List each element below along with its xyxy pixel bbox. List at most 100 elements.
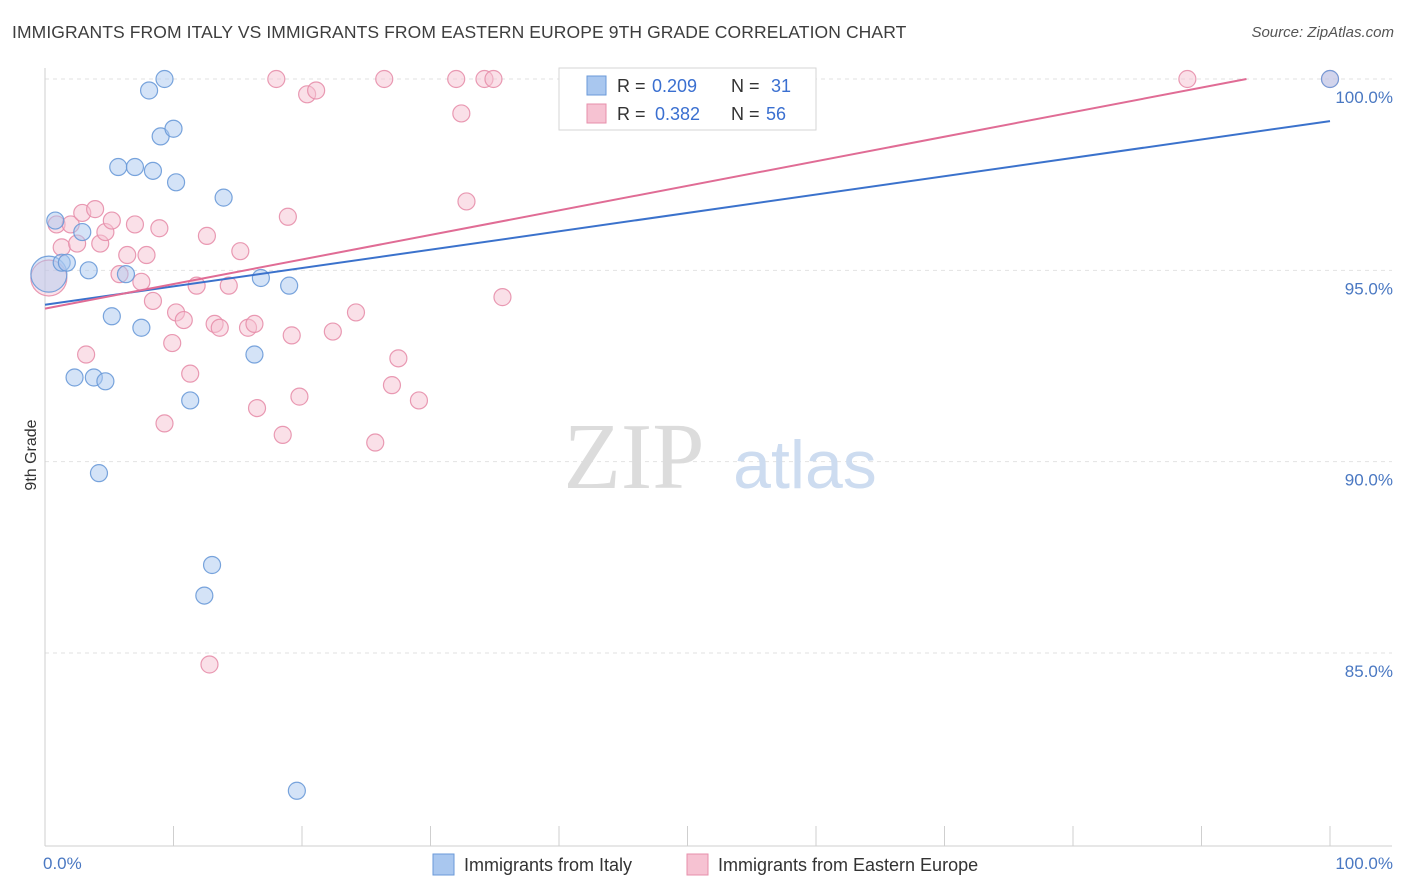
legend-label-eastern-europe: Immigrants from Eastern Europe xyxy=(718,855,978,875)
eastern-europe-point xyxy=(366,433,385,452)
chart-title: IMMIGRANTS FROM ITALY VS IMMIGRANTS FROM… xyxy=(12,22,907,42)
eastern-europe-point xyxy=(150,219,169,238)
watermark: ZIP atlas xyxy=(564,405,877,509)
eastern-europe-point xyxy=(219,276,238,295)
y-tick-label: 85.0% xyxy=(1345,662,1393,681)
legend: Immigrants from Italy Immigrants from Ea… xyxy=(432,853,978,876)
eastern-europe-point xyxy=(346,303,366,322)
italy-point xyxy=(96,372,115,391)
stats-swatch-eastern-europe xyxy=(586,103,607,124)
italy-point xyxy=(116,265,136,284)
eastern-europe-point xyxy=(375,69,394,89)
italy-point xyxy=(89,464,109,483)
italy-point xyxy=(164,119,183,138)
eastern-europe-point xyxy=(382,376,402,395)
italy-point xyxy=(143,161,163,180)
italy-point xyxy=(214,188,233,207)
eastern-europe-point xyxy=(389,349,408,368)
italy-point xyxy=(139,81,159,100)
eastern-europe-point xyxy=(273,425,292,444)
italy-point xyxy=(202,555,222,575)
y-tick-label: 100.0% xyxy=(1335,88,1393,107)
italy-point xyxy=(65,368,84,387)
italy-point xyxy=(102,307,121,326)
eastern-europe-point xyxy=(77,345,96,364)
eastern-europe-point xyxy=(197,226,217,245)
eastern-europe-point xyxy=(231,242,250,261)
eastern-europe-trend-line xyxy=(44,78,1247,310)
italy-point xyxy=(166,173,186,192)
trend-lines xyxy=(44,78,1331,310)
italy-point xyxy=(155,69,174,89)
stats-n-value-italy: 31 xyxy=(771,76,791,96)
eastern-europe-point xyxy=(137,245,156,265)
eastern-europe-point xyxy=(86,200,105,219)
italy-point xyxy=(79,261,98,280)
eastern-europe-point xyxy=(290,387,309,406)
italy-point xyxy=(287,781,306,800)
eastern-europe-point xyxy=(1178,69,1197,89)
eastern-europe-point xyxy=(200,655,219,674)
italy-point xyxy=(195,586,214,605)
watermark-atlas: atlas xyxy=(733,427,877,503)
eastern-europe-point xyxy=(155,414,174,433)
italy-point xyxy=(280,276,299,295)
stats-n-label-italy: N = xyxy=(731,76,760,96)
stats-n-value-eastern-europe: 56 xyxy=(766,104,786,124)
y-axis-title: 9th Grade xyxy=(23,419,40,490)
stats-r-label-eastern-europe: R = xyxy=(617,104,646,124)
eastern-europe-point xyxy=(210,318,229,337)
y-tick-labels: 100.0% 95.0% 90.0% 85.0% xyxy=(1335,88,1393,681)
x-tick-label: 100.0% xyxy=(1335,854,1393,873)
y-tick-label: 90.0% xyxy=(1345,471,1393,490)
eastern-europe-point xyxy=(102,211,121,230)
eastern-europe-point xyxy=(247,398,267,418)
legend-label-italy: Immigrants from Italy xyxy=(464,855,632,875)
eastern-europe-point xyxy=(409,391,429,410)
eastern-europe-point xyxy=(118,245,137,265)
stats-r-label-italy: R = xyxy=(617,76,646,96)
eastern-europe-point xyxy=(457,192,476,211)
italy-point xyxy=(125,157,145,177)
eastern-europe-point xyxy=(452,104,471,123)
eastern-europe-point xyxy=(278,207,297,226)
eastern-europe-point xyxy=(163,333,182,353)
eastern-europe-point xyxy=(132,272,151,291)
source-credit: Source: ZipAtlas.com xyxy=(1251,24,1394,41)
eastern-europe-point xyxy=(245,314,264,334)
italy-point xyxy=(132,318,151,337)
italy-point xyxy=(57,253,76,272)
italy-point xyxy=(181,391,200,410)
y-tick-label: 95.0% xyxy=(1345,279,1393,298)
stats-swatch-italy xyxy=(586,75,607,96)
italy-point xyxy=(73,222,92,242)
italy-point xyxy=(46,211,65,230)
italy-point xyxy=(109,157,128,177)
stats-n-label-eastern-europe: N = xyxy=(731,104,760,124)
eastern-europe-point xyxy=(143,291,163,311)
grid xyxy=(45,78,1392,654)
watermark-zip: ZIP xyxy=(564,405,705,509)
axes xyxy=(44,68,1392,847)
eastern-europe-point xyxy=(484,69,503,89)
eastern-europe-point xyxy=(282,326,301,345)
x-tick-labels: 0.0% 100.0% xyxy=(43,854,1393,873)
eastern-europe-point xyxy=(174,310,193,330)
eastern-europe-point xyxy=(181,364,200,383)
eastern-europe-point xyxy=(323,322,342,341)
stats-r-value-eastern-europe: 0.382 xyxy=(655,104,700,124)
data-points xyxy=(30,69,1340,800)
eastern-europe-point xyxy=(125,215,145,234)
legend-swatch-eastern-europe xyxy=(686,853,709,876)
eastern-europe-point xyxy=(447,69,466,89)
stats-box: R = 0.209 N = 31 R = 0.382 N = 56 xyxy=(558,67,817,131)
x-tick-label: 0.0% xyxy=(43,854,82,873)
italy-point xyxy=(1320,69,1340,89)
eastern-europe-point xyxy=(493,288,512,307)
legend-swatch-italy xyxy=(432,853,455,876)
eastern-europe-point xyxy=(307,81,326,100)
eastern-europe-point xyxy=(267,69,286,89)
italy-trend-line xyxy=(44,120,1331,306)
italy-point xyxy=(251,268,270,288)
